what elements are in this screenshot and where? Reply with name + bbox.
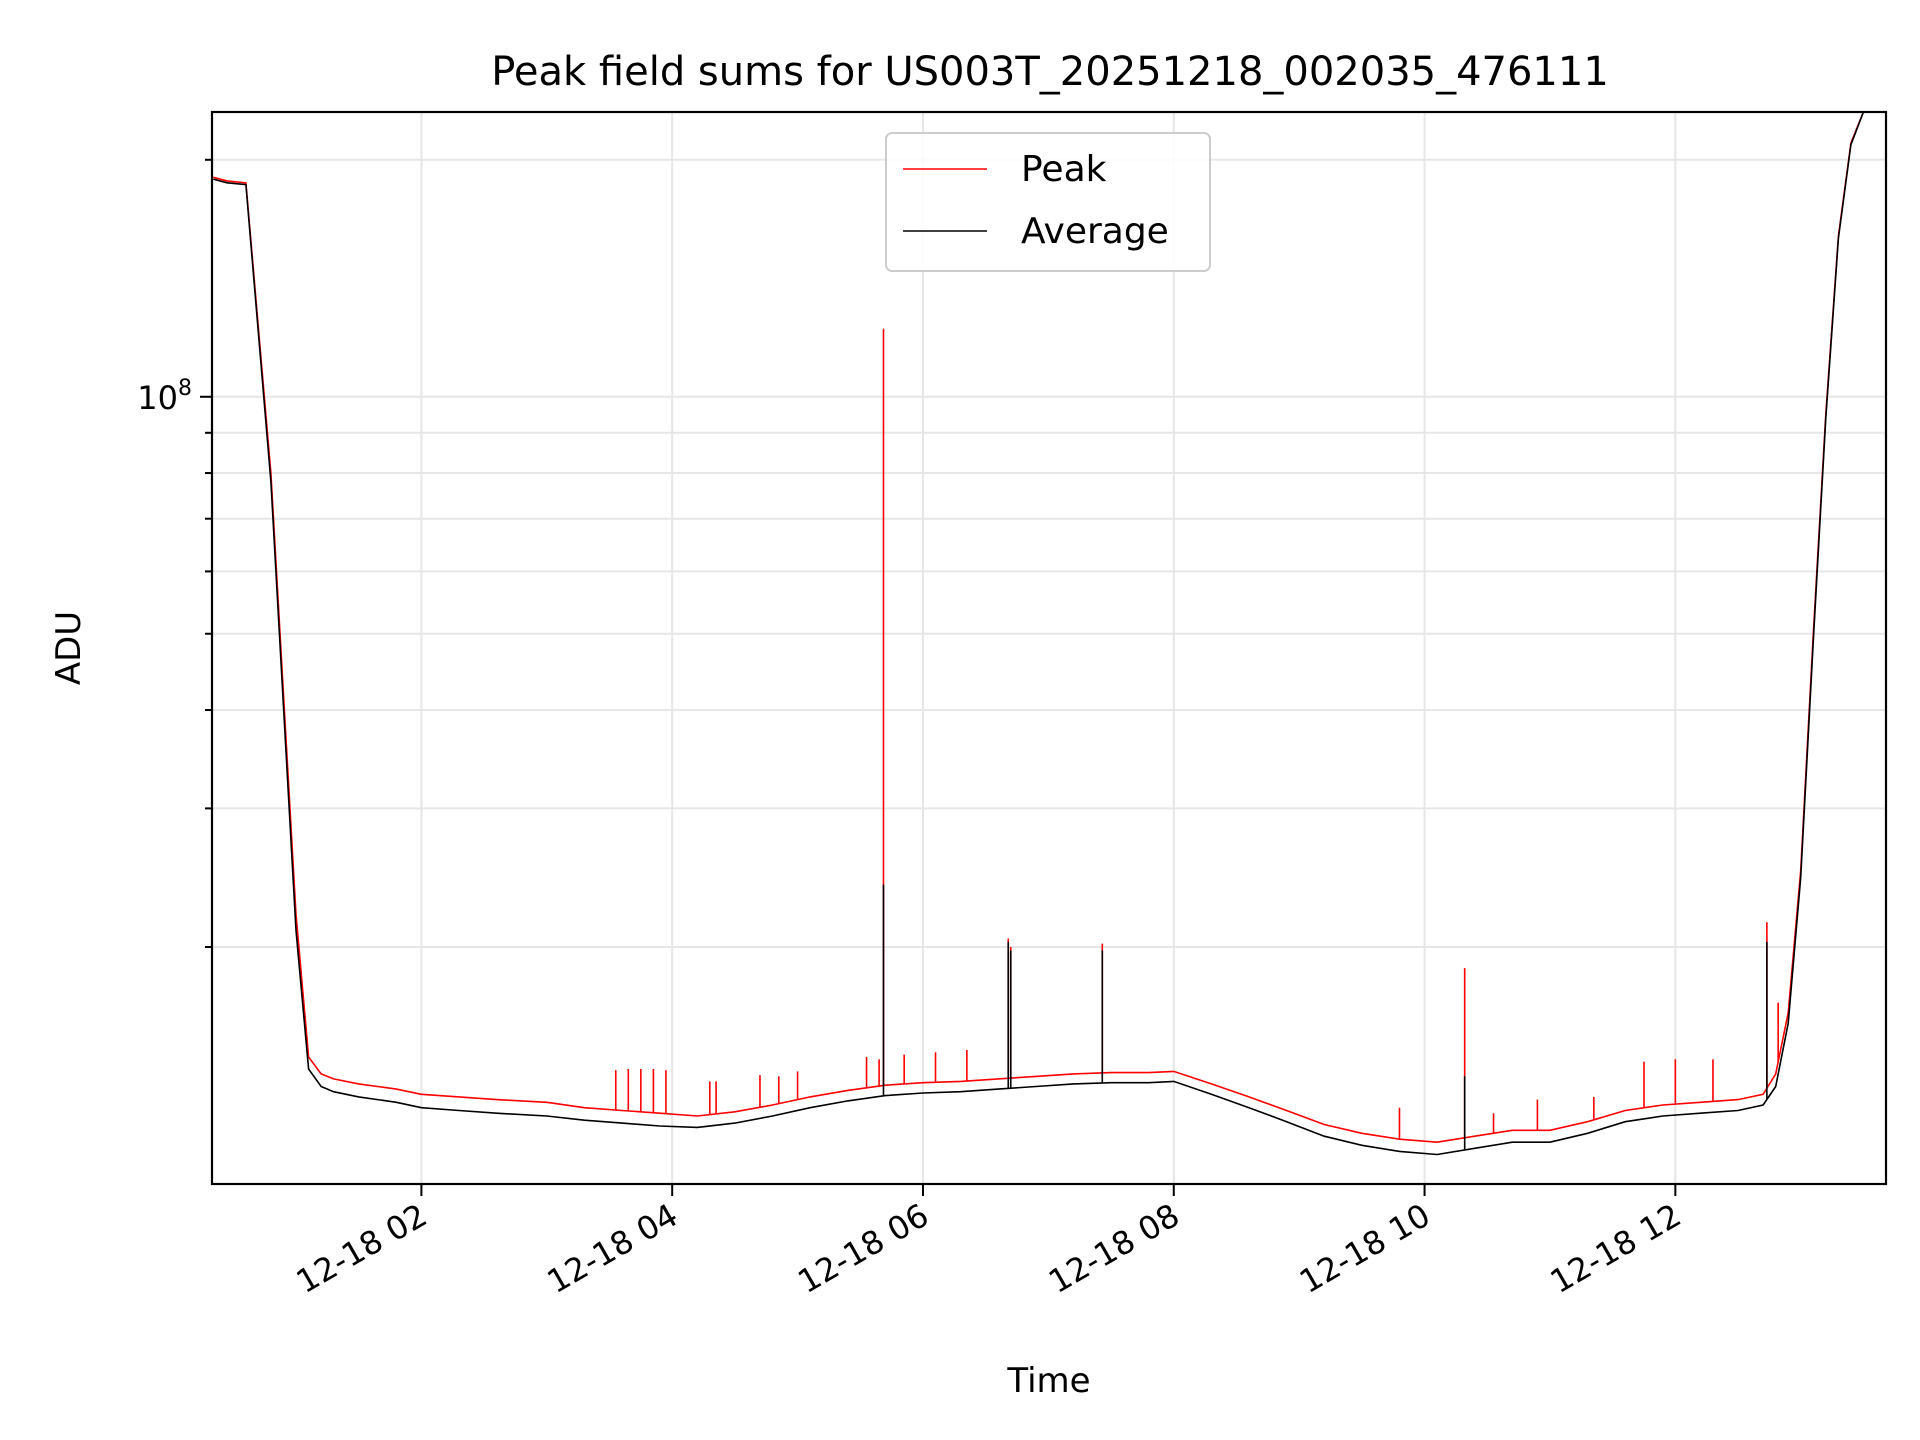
series-line-peak (213, 112, 1886, 1144)
series-line-average (213, 112, 1886, 1156)
y-tick-label: 108 (137, 376, 192, 417)
legend-label-peak: Peak (1021, 149, 1107, 190)
legend-box (885, 132, 1211, 272)
series-layer (213, 112, 1886, 1156)
plot-frame (210, 110, 1888, 1186)
legend-label-average: Average (1021, 211, 1169, 252)
chart-title: Peak field sums for US003T_20251218_0020… (491, 49, 1609, 95)
x-axis-label: Time (1006, 1361, 1090, 1401)
plot-area (213, 112, 1886, 1156)
y-axis: 108 (137, 158, 212, 949)
legend: Peak Average (885, 132, 1211, 272)
y-axis-label: ADU (49, 611, 89, 685)
